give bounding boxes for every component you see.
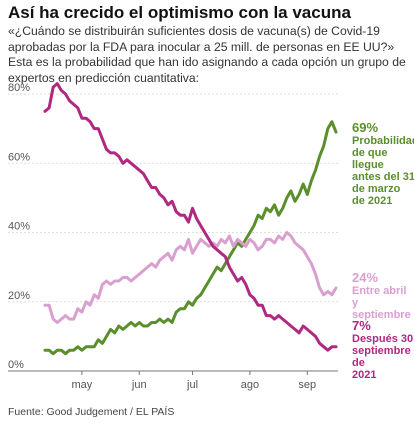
label-before-march: 69% Probabilidad de que llegue antes del…: [352, 120, 414, 207]
x-tick-label: jun: [131, 379, 147, 391]
chart-title: Así ha crecido el optimismo con la vacun…: [8, 3, 351, 22]
label-after-september: 7% Después 30 septiembre de 2021: [352, 318, 414, 381]
y-tick-label: 60%: [8, 151, 30, 163]
y-tick-label: 40%: [8, 221, 30, 233]
label-before-march-value: 69%: [352, 120, 379, 135]
chart-subtitle: «¿Cuándo se distribuirán suficientes dos…: [8, 24, 406, 85]
series-line-2: [43, 82, 338, 352]
series-line-0: [43, 120, 338, 356]
x-axis-ticks: may jun jul ago sep: [71, 371, 316, 391]
y-tick-label: 0%: [8, 359, 24, 371]
label-april-september-text: Entre abril y septiembre: [352, 285, 411, 321]
x-tick-label: jul: [186, 379, 198, 391]
label-april-september-value: 24%: [352, 270, 379, 285]
gridlines: [8, 93, 338, 372]
series-line-1: [43, 231, 338, 324]
x-tick-label: may: [71, 379, 92, 391]
y-axis-ticks: 0% 20% 40% 60% 80%: [8, 82, 30, 371]
label-april-september: 24% Entre abril y septiembre: [352, 270, 414, 321]
x-tick-label: ago: [241, 379, 259, 391]
label-after-september-value: 7%: [352, 318, 371, 333]
series-lines: [43, 82, 338, 356]
y-tick-label: 20%: [8, 290, 30, 302]
label-after-september-text: Después 30 septiembre de 2021: [352, 333, 414, 381]
source-note: Fuente: Good Judgement / EL PAÍS: [8, 406, 175, 418]
y-tick-label: 80%: [8, 82, 30, 94]
label-before-march-text: Probabilidad de que llegue antes del 31 …: [352, 135, 414, 207]
x-tick-label: sep: [298, 379, 316, 391]
